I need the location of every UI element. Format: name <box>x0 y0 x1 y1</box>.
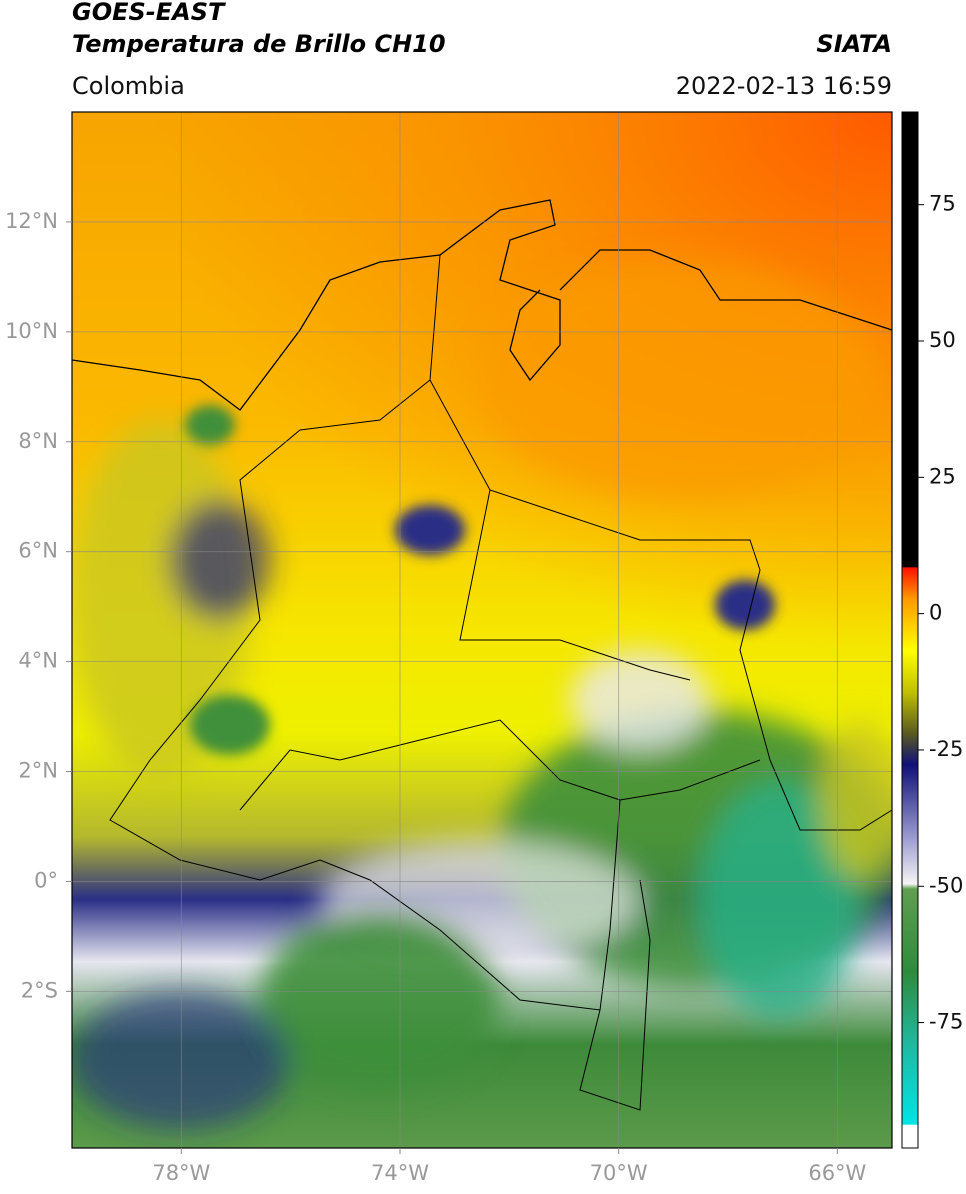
lat-tick-label: 8°N <box>18 429 58 453</box>
colorbar-tick-label: 25 <box>929 464 956 488</box>
graticule <box>72 112 892 1148</box>
lat-tick-label: 6°N <box>18 539 58 563</box>
lat-tick-label: 12°N <box>5 209 58 233</box>
lat-tick-label: 0° <box>34 868 58 892</box>
lon-tick-label: 70°W <box>590 1161 648 1185</box>
region-label: Colombia <box>72 72 185 100</box>
satellite-title: GOES-EAST <box>72 0 226 26</box>
colorbar-tick-label: -75 <box>929 1010 963 1034</box>
lat-tick-label: 4°N <box>18 649 58 673</box>
satellite-image <box>72 112 892 1148</box>
coastline <box>72 199 892 411</box>
lat-tick-label: 10°N <box>5 319 58 343</box>
datetime-label: 2022-02-13 16:59 <box>676 72 892 100</box>
colorbar-tick-label: 0 <box>929 601 942 625</box>
lon-tick-label: 78°W <box>152 1161 210 1185</box>
borders <box>109 254 892 1111</box>
colorbar-tick-label: 50 <box>929 328 956 352</box>
colorbar-tick-label: 75 <box>929 192 956 216</box>
source-label: SIATA <box>816 30 892 58</box>
lat-tick-label: 2°S <box>21 978 58 1002</box>
product-title: Temperatura de Brillo CH10 <box>72 30 446 58</box>
lon-tick-label: 74°W <box>371 1161 429 1185</box>
lat-tick-label: 2°N <box>18 759 58 783</box>
colorbar <box>901 111 919 1149</box>
colorbar-tick-label: -50 <box>929 873 963 897</box>
map-frame <box>71 111 893 1149</box>
lon-tick-label: 66°W <box>808 1161 866 1185</box>
colorbar-tick-label: -25 <box>929 737 963 761</box>
